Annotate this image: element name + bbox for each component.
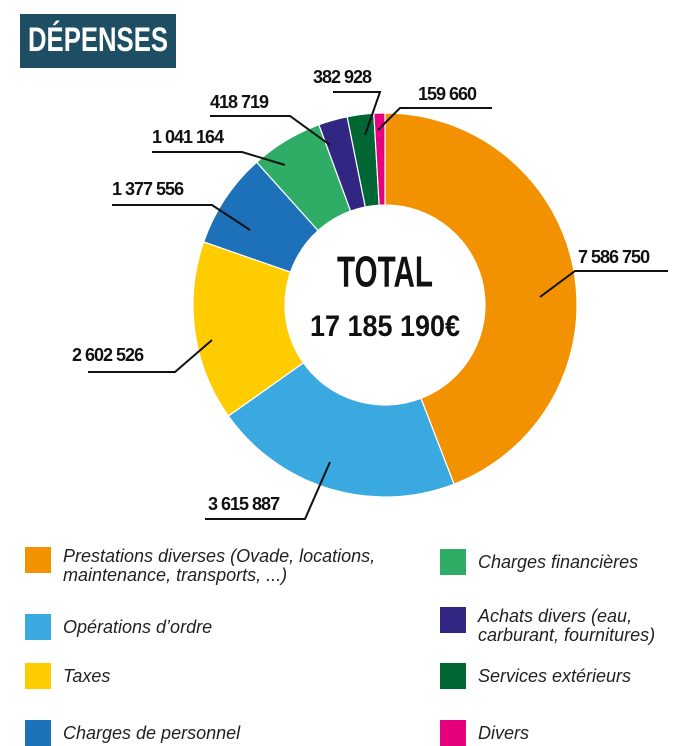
legend-item: Prestations diverses (Ovade, locations, …: [25, 547, 403, 585]
legend-item: Achats divers (eau, carburant, fournitur…: [440, 607, 674, 645]
legend-label: Opérations d’ordre: [63, 617, 213, 637]
legend-item: Services extérieurs: [440, 663, 674, 689]
leader-line: [539, 270, 668, 298]
legend-swatch: [440, 549, 466, 575]
legend-label: Charges financières: [478, 552, 639, 572]
legend-swatch: [440, 663, 466, 689]
legend-item: Taxes: [25, 663, 403, 689]
donut-slice: [373, 112, 386, 206]
legend-swatch: [440, 607, 466, 633]
legend-swatch: [25, 720, 51, 746]
center-value: 17 185 190€: [310, 310, 460, 343]
legend-item: Opérations d’ordre: [25, 614, 403, 640]
data-label: 1 377 556: [112, 179, 184, 199]
legend-swatch: [25, 614, 51, 640]
leader-line: [88, 339, 213, 373]
legend-item: Divers: [440, 720, 674, 746]
leader-line: [205, 461, 331, 520]
data-label: 7 586 750: [578, 247, 650, 267]
legend-label: Charges de personnel: [63, 723, 241, 743]
donut-slice: [227, 361, 455, 498]
data-label: 2 602 526: [72, 345, 144, 365]
legend-item: Charges de personnel: [25, 720, 403, 746]
leader-line: [112, 204, 251, 231]
legend-swatch: [25, 547, 51, 573]
data-label: 3 615 887: [208, 494, 280, 514]
leader-line: [210, 115, 331, 146]
legend-swatch: [440, 720, 466, 746]
legend-swatch: [25, 663, 51, 689]
legend-label: Divers: [478, 723, 530, 743]
legend-label: Achats divers (eau, carburant, fournitur…: [478, 606, 656, 645]
center-title: TOTAL: [337, 248, 433, 297]
data-label: 159 660: [418, 84, 477, 104]
legend-label: Taxes: [63, 666, 111, 686]
legend-label: Prestations diverses (Ovade, locations, …: [63, 546, 376, 585]
legend-item: Charges financières: [440, 549, 674, 575]
data-label: 1 041 164: [152, 127, 224, 147]
chart-title: DÉPENSES: [28, 21, 168, 59]
leader-line: [333, 91, 382, 136]
leader-line: [152, 151, 286, 166]
title-box: [20, 14, 176, 68]
donut-slice: [384, 112, 578, 485]
legend-label: Services extérieurs: [478, 666, 632, 686]
leader-line: [377, 107, 492, 131]
data-label: 382 928: [313, 67, 372, 87]
data-label: 418 719: [210, 92, 269, 112]
